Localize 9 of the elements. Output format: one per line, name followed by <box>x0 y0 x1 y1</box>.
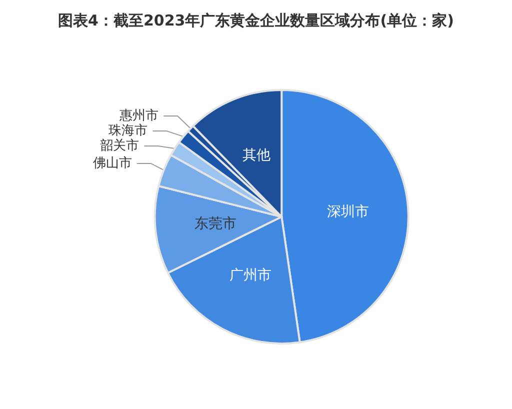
slice-label: 惠州市 <box>118 108 159 124</box>
slice-label: 珠海市 <box>108 124 148 139</box>
slice-label: 佛山市 <box>92 156 132 171</box>
slice-label: 东莞市 <box>194 216 237 232</box>
slice-label: 深圳市 <box>326 204 369 220</box>
slice-label: 广州市 <box>230 268 272 284</box>
chart-title: 图表4：截至2023年广东黄金企业数量区域分布(单位：家) <box>58 12 454 30</box>
slice-label: 其他 <box>242 147 271 164</box>
slice-label: 韶关市 <box>100 138 140 154</box>
